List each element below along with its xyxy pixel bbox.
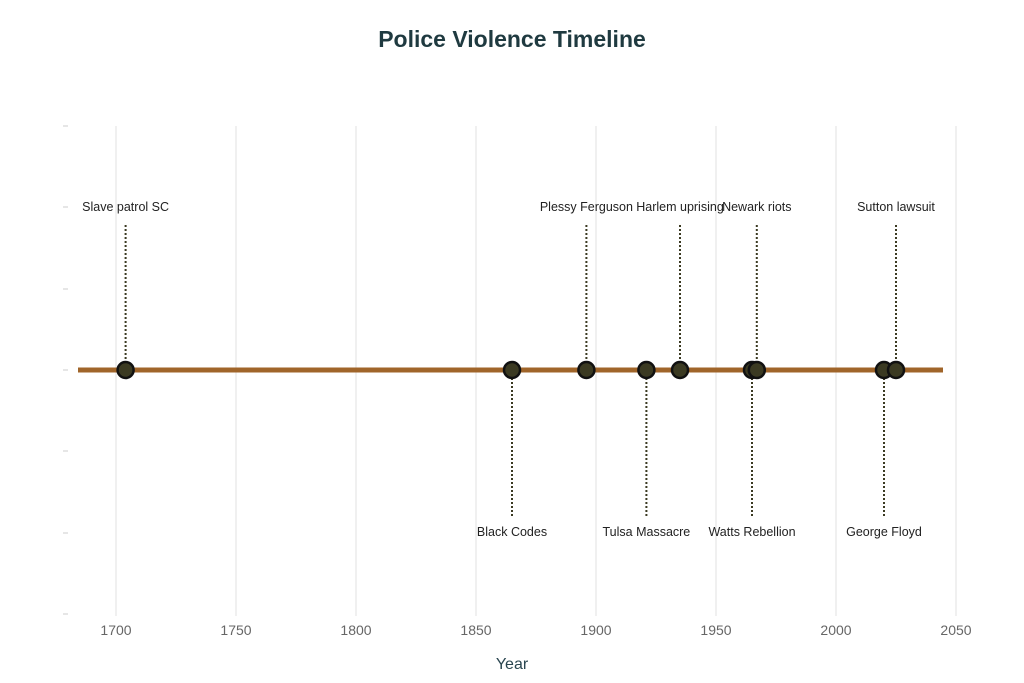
event-label: Tulsa Massacre <box>602 525 691 539</box>
event-marker <box>670 360 690 380</box>
x-tick-label: 1900 <box>580 622 612 638</box>
x-tick-label: 2050 <box>940 622 972 638</box>
event-marker <box>886 360 906 380</box>
event-label: Newark riots <box>722 200 792 214</box>
event-label: Plessy Ferguson <box>539 200 633 214</box>
event-label: Black Codes <box>476 525 548 539</box>
x-tick-label: 1700 <box>100 622 132 638</box>
x-tick-label: 1750 <box>220 622 252 638</box>
event-marker <box>747 360 767 380</box>
x-tick-label: 1850 <box>460 622 492 638</box>
event-label: Watts Rebellion <box>708 525 796 539</box>
chart-title: Police Violence Timeline <box>378 26 646 52</box>
x-tick-label: 2000 <box>820 622 852 638</box>
event-label: George Floyd <box>846 525 922 539</box>
event-label: Sutton lawsuit <box>857 200 935 214</box>
event-marker <box>116 360 135 380</box>
event-marker <box>502 360 522 380</box>
event-marker <box>577 360 596 380</box>
x-tick-label: 1950 <box>700 622 732 638</box>
event-marker <box>637 360 656 380</box>
x-axis-title: Year <box>495 656 529 673</box>
event-label: Slave patrol SC <box>82 200 170 214</box>
x-tick-label: 1800 <box>340 622 372 638</box>
event-label: Harlem uprising <box>636 200 724 214</box>
